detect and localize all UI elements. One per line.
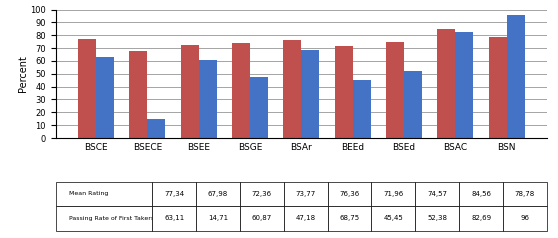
Bar (129, 51, 147, 138)
Bar (232, 43, 250, 138)
Bar (199, 60, 217, 138)
Bar (455, 32, 473, 138)
Bar (489, 37, 507, 138)
Bar (335, 45, 353, 138)
Bar (250, 77, 268, 138)
Bar (78, 39, 96, 138)
Y-axis label: Percent: Percent (17, 55, 27, 92)
Bar (404, 71, 422, 138)
Bar (147, 119, 165, 138)
Bar (96, 57, 114, 138)
Bar (283, 40, 301, 138)
Bar (437, 29, 455, 138)
Bar (386, 42, 404, 138)
Bar (353, 80, 371, 138)
Bar (301, 50, 319, 138)
Bar (181, 45, 199, 138)
Bar (507, 15, 525, 138)
